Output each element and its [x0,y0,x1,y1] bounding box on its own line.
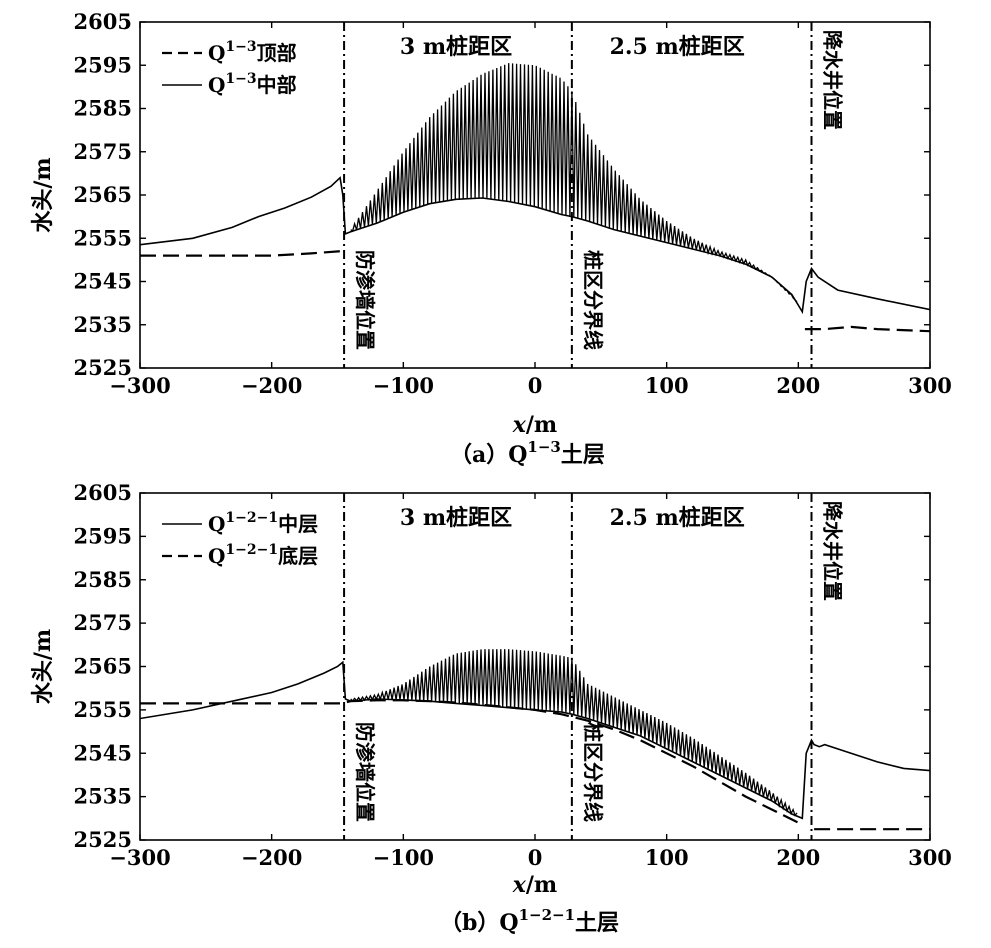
y-tick-label: 2545 [74,269,132,294]
panel-a: 2525 2535 2545 2555 2565 2575 2585 2595 2605 −300… [30,9,952,468]
legend-label: Q1−2−1底层 [208,542,318,568]
y-tick-label: 2585 [74,567,132,592]
zone-label-3m: 3 m桩距区 [400,34,512,60]
boundary-label: 桩区分界线 [581,250,605,350]
y-tick-label: 2525 [74,355,132,380]
boundary-label: 降水井位置 [821,501,845,601]
y-tick-label: 2535 [74,784,132,809]
boundary-label: 防渗墙位置 [353,250,377,350]
x-tick-label: −300 [109,373,170,398]
x-axis-label: x/m [512,412,557,438]
legend-label: Q1−2−1中层 [208,510,318,536]
x-tick-label: −300 [109,845,170,870]
y-tick-label: 2575 [74,139,132,164]
series-solid-line [140,660,930,820]
y-tick-label: 2565 [74,654,132,679]
y-axis-label: 水头/m [30,629,56,704]
boundary-label: 桩区分界线 [581,722,605,822]
x-tick-label: −100 [373,373,434,398]
y-tick-label: 2535 [74,312,132,337]
x-tick-label: 300 [908,373,952,398]
series-oscillation [350,649,798,817]
x-tick-label: 100 [645,845,689,870]
x-tick-label: 200 [776,373,820,398]
x-tick-label: 0 [528,845,543,870]
zone-label-2-5m: 2.5 m桩距区 [610,34,745,60]
x-tick-label: −200 [241,845,302,870]
panel-caption: （a）Q1−3土层 [450,438,605,468]
boundary-label: 降水井位置 [821,30,845,130]
y-tick-label: 2605 [74,9,132,34]
y-tick-label: 2605 [74,480,132,505]
y-tick-label: 2525 [74,827,132,852]
zone-label-2-5m: 2.5 m桩距区 [610,505,745,531]
y-tick-label: 2555 [74,225,132,250]
y-tick-label: 2545 [74,740,132,765]
y-tick-label: 2595 [74,52,132,77]
x-tick-label: −100 [373,845,434,870]
x-axis-label: x/m [512,872,557,898]
y-tick-label: 2565 [74,182,132,207]
zone-label-3m: 3 m桩距区 [400,505,512,531]
legend-label: Q1−3中部 [208,71,297,97]
y-tick-label: 2555 [74,697,132,722]
x-tick-label: 200 [776,845,820,870]
x-tick-label: 100 [645,373,689,398]
panel-b: 2525 2535 2545 2555 2565 2575 2585 2595 2605 −300… [30,480,952,936]
series-oscillation [350,63,798,303]
series-solid-line [140,176,930,315]
x-tick-label: 300 [908,845,952,870]
x-tick-label: 0 [528,373,543,398]
data-layer [140,649,930,831]
legend-label: Q1−3顶部 [208,39,297,65]
data-layer [140,63,930,333]
y-axis-label: 水头/m [30,157,56,232]
y-tick-label: 2585 [74,96,132,121]
y-tick-label: 2595 [74,523,132,548]
y-tick-label: 2575 [74,610,132,635]
boundary-label: 防渗墙位置 [353,722,377,822]
panel-caption: （b）Q1−2−1土层 [440,906,619,936]
x-tick-label: −200 [241,373,302,398]
series-dashed-line [140,250,930,333]
